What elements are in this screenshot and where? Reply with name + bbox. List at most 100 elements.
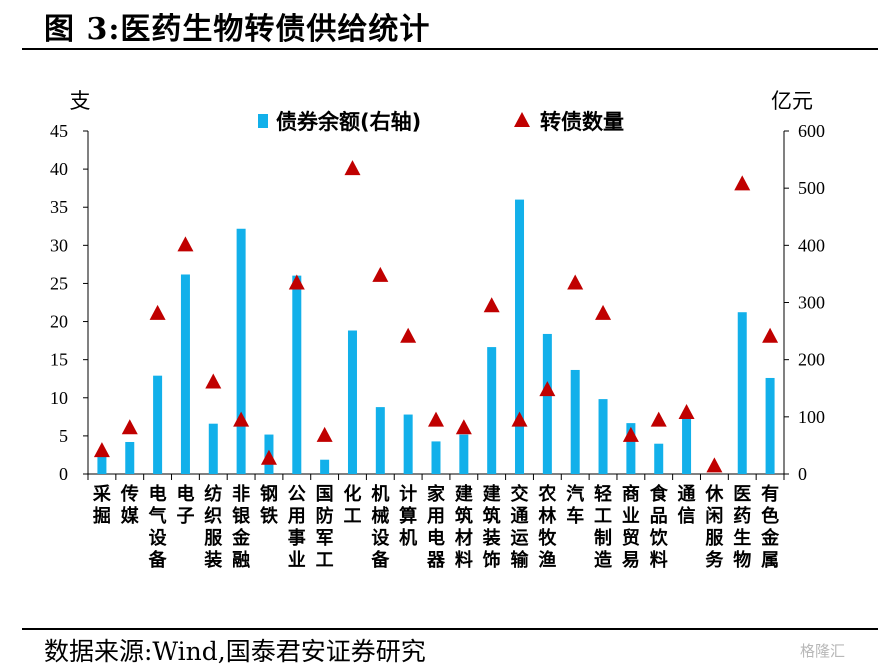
category-label: 交通运输 bbox=[511, 483, 530, 571]
bar bbox=[347, 330, 357, 474]
marker bbox=[316, 426, 333, 442]
category-label: 传媒 bbox=[120, 483, 140, 527]
bar bbox=[654, 443, 664, 474]
left-axis-unit: 支 bbox=[70, 89, 91, 113]
chart-bars bbox=[97, 199, 775, 474]
left-tick-label: 25 bbox=[50, 273, 68, 293]
bar bbox=[208, 423, 218, 474]
marker bbox=[288, 274, 305, 290]
bar bbox=[431, 441, 441, 474]
marker bbox=[177, 236, 194, 252]
bar bbox=[459, 434, 469, 474]
bar bbox=[570, 369, 580, 474]
left-tick-label: 40 bbox=[50, 159, 68, 179]
right-tick-label: 500 bbox=[798, 178, 825, 198]
marker bbox=[539, 381, 556, 397]
left-tick-label: 15 bbox=[50, 350, 68, 370]
category-label: 纺织服装 bbox=[204, 483, 223, 571]
bar bbox=[737, 312, 747, 474]
left-tick-label: 0 bbox=[59, 464, 68, 484]
marker bbox=[121, 419, 138, 435]
bar bbox=[487, 347, 497, 474]
marker bbox=[428, 411, 444, 427]
category-label: 采掘 bbox=[92, 484, 112, 527]
right-tick-label: 100 bbox=[798, 407, 825, 427]
watermark: 格隆汇 bbox=[800, 642, 846, 660]
bar bbox=[626, 423, 636, 474]
chart-legend: 债券余额(右轴) 转债数量 bbox=[258, 110, 624, 134]
category-label: 家用电器 bbox=[426, 483, 446, 571]
marker bbox=[762, 327, 779, 343]
category-label: 国防军工 bbox=[316, 484, 334, 571]
left-tick-label: 35 bbox=[50, 197, 68, 217]
bar bbox=[292, 275, 302, 474]
right-tick-label: 300 bbox=[798, 293, 825, 313]
bar bbox=[320, 459, 330, 474]
marker bbox=[149, 304, 166, 320]
category-label: 建筑装饰 bbox=[483, 483, 501, 571]
category-label: 建筑材料 bbox=[455, 483, 473, 571]
category-label: 计算机 bbox=[399, 483, 417, 549]
category-label: 医药生物 bbox=[733, 484, 751, 571]
marker bbox=[455, 419, 472, 435]
chart-markers bbox=[93, 160, 779, 473]
right-tick-label: 600 bbox=[798, 121, 825, 141]
marker bbox=[400, 327, 417, 343]
right-tick-label: 200 bbox=[798, 350, 825, 370]
marker bbox=[595, 304, 612, 320]
marker bbox=[260, 449, 277, 465]
marker bbox=[511, 411, 528, 427]
figure-title: 图 3:医药生物转债供给统计 bbox=[44, 12, 431, 47]
category-label: 钢铁 bbox=[260, 483, 278, 527]
legend-bar-label: 债券余额(右轴) bbox=[276, 110, 421, 134]
category-label: 电气设备 bbox=[148, 483, 168, 571]
bar bbox=[375, 407, 385, 474]
bar bbox=[682, 417, 692, 474]
marker bbox=[372, 266, 389, 282]
marker bbox=[483, 297, 500, 313]
marker bbox=[734, 175, 751, 191]
marker bbox=[622, 426, 639, 442]
marker bbox=[233, 411, 250, 427]
category-label: 休闲服务 bbox=[704, 483, 724, 571]
category-label: 电子 bbox=[176, 483, 194, 527]
left-tick-label: 5 bbox=[59, 426, 68, 446]
category-label: 食品饮料 bbox=[649, 483, 669, 571]
bar bbox=[598, 399, 608, 474]
source-note: 数据来源:Wind,国泰君安证券研究 bbox=[44, 637, 426, 666]
marker bbox=[706, 457, 723, 473]
category-label: 商业贸易 bbox=[622, 483, 640, 571]
chart-labels: 0 5 10 15 20 25 30 35 40 45 0 100 200 300 400 500 600 支 亿元… bbox=[50, 89, 825, 571]
title-rule bbox=[22, 48, 878, 50]
right-tick-label: 0 bbox=[798, 464, 807, 484]
left-tick-label: 10 bbox=[50, 388, 68, 408]
bar bbox=[403, 414, 413, 474]
left-tick-label: 20 bbox=[50, 312, 68, 332]
source-rule bbox=[22, 628, 878, 630]
marker bbox=[205, 373, 222, 389]
bar bbox=[180, 274, 190, 474]
category-label: 农林牧渔 bbox=[537, 483, 557, 571]
bar bbox=[97, 452, 107, 474]
bar bbox=[236, 228, 246, 474]
left-tick-label: 45 bbox=[50, 121, 68, 141]
marker bbox=[650, 411, 667, 427]
legend-bar-swatch bbox=[258, 114, 268, 128]
category-label: 轻工制造 bbox=[594, 483, 612, 571]
category-label: 汽车 bbox=[566, 483, 584, 527]
category-label: 化工 bbox=[343, 483, 361, 527]
bar bbox=[542, 333, 552, 474]
category-label: 有色金属 bbox=[760, 483, 780, 571]
category-label: 通信 bbox=[678, 484, 696, 527]
bar bbox=[153, 375, 163, 474]
category-label: 公用事业 bbox=[288, 484, 306, 571]
category-label: 机械设备 bbox=[370, 484, 390, 571]
right-axis-unit: 亿元 bbox=[771, 89, 813, 113]
left-tick-label: 30 bbox=[50, 235, 68, 255]
bar bbox=[125, 441, 135, 474]
bar bbox=[515, 199, 525, 474]
category-label: 非银金融 bbox=[231, 483, 251, 571]
marker bbox=[567, 274, 584, 290]
bar bbox=[765, 377, 775, 474]
